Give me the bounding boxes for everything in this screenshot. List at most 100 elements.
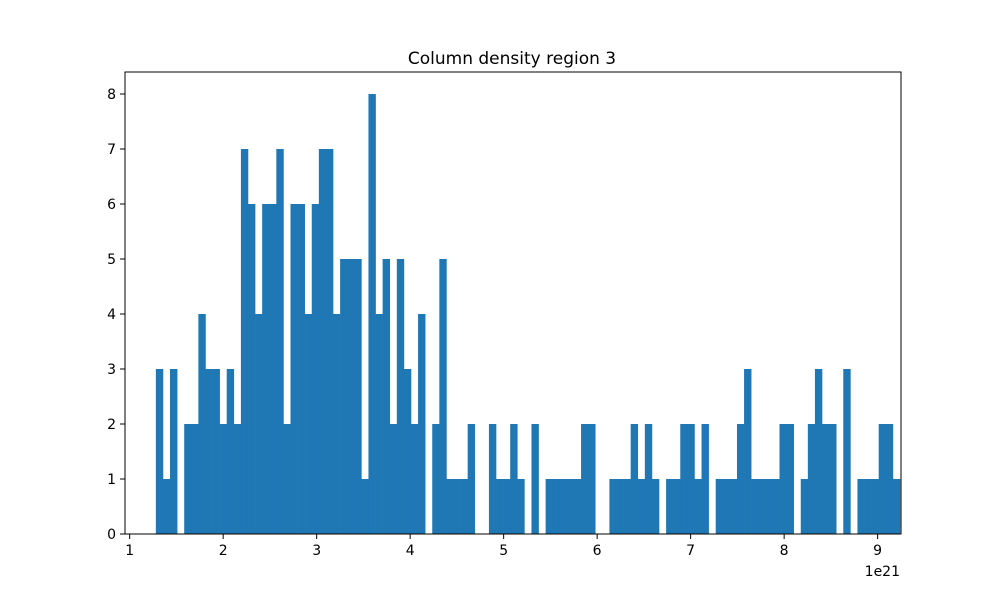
histogram-bar [566,479,575,534]
histogram-bar [559,479,568,534]
histogram-bar [418,314,426,534]
histogram-bar [368,94,376,534]
histogram-bar [212,369,220,534]
y-tick-label: 3 [107,362,116,378]
y-tick-label: 7 [107,142,116,158]
y-axis: 0 1 2 3 4 5 6 7 8 [107,87,125,543]
histogram-bar [857,479,865,534]
histogram-bar [453,479,461,534]
histogram-bar [347,259,355,534]
x-axis: 1 2 3 4 5 6 7 8 9 [125,534,882,559]
y-tick-label: 1 [107,472,116,488]
x-tick-label: 7 [686,543,695,559]
histogram-bar [666,479,674,534]
histogram-bar [864,479,872,534]
x-tick-label: 3 [312,543,321,559]
x-tick-label: 1 [125,543,134,559]
histogram-bar [162,479,171,534]
histogram-bar [722,479,731,534]
histogram-bar [375,314,383,534]
histogram-bar [673,479,681,534]
histogram-bar [240,149,249,534]
histogram-bar [488,424,497,534]
histogram-bar [651,479,660,534]
histogram-bar [772,479,780,534]
histogram-bar [155,369,164,534]
histogram-bar [765,479,773,534]
histogram-bar [247,204,256,534]
y-tick-label: 2 [107,417,116,433]
histogram-bar [333,314,341,534]
histogram-bar [184,424,192,534]
histogram-bar [552,479,561,534]
x-tick-label: 4 [406,543,415,559]
histogram-bar [318,149,327,534]
histogram-bar [871,479,880,534]
chart-title: Column density region 3 [408,49,616,69]
histogram-bar [198,314,206,534]
histogram-bar [262,204,270,534]
histogram-bar [531,424,539,534]
histogram-bar [573,479,582,534]
histogram-bar [170,369,178,534]
histogram-bar [290,204,298,534]
histogram-bar [439,259,447,534]
histogram-bar [545,479,554,534]
histogram-bar [581,424,589,534]
y-tick-label: 0 [107,527,116,543]
histogram-bar [191,424,199,534]
histogram-bar [269,204,277,534]
histogram-bar [829,424,837,534]
histogram-bar [226,369,235,534]
histogram-bar [729,479,738,534]
histogram-bar [354,259,362,534]
histogram-bar [219,424,228,534]
bars-layer [155,94,901,534]
histogram-bar [396,259,405,534]
histogram-bar [623,479,631,534]
y-tick-label: 5 [107,252,116,268]
histogram-bar [758,479,766,534]
y-tick-label: 8 [107,87,116,103]
histogram-bar [304,314,313,534]
histogram-bar [503,479,511,534]
histogram-bar [588,424,596,534]
y-tick-label: 6 [107,197,116,213]
histogram-bar [687,424,695,534]
x-offset-label: 1e21 [865,564,900,580]
x-tick-label: 5 [499,543,508,559]
histogram-bar [822,424,830,534]
histogram-bar [389,424,398,534]
histogram-bar [807,424,816,534]
histogram-bar [467,424,476,534]
histogram-bar [403,369,412,534]
x-tick-label: 2 [219,543,228,559]
histogram-bar [637,479,646,534]
histogram-bar [255,314,263,534]
histogram-bar [340,259,348,534]
histogram-bar [460,479,468,534]
histogram-bar [701,424,709,534]
x-tick-label: 8 [780,543,789,559]
histogram-bar [233,424,242,534]
x-tick-label: 9 [873,543,882,559]
histogram-bar [736,424,745,534]
histogram-bar [885,424,894,534]
histogram-bar [715,479,724,534]
histogram-bar [814,369,823,534]
histogram-bar [751,479,759,534]
histogram-bar [616,479,624,534]
histogram-bar [361,479,369,534]
histogram-bar [694,479,702,534]
histogram-bar [276,149,284,534]
histogram-bar [680,424,688,534]
histogram-bar [744,369,752,534]
histogram-bar [297,204,305,534]
histogram-bar [892,479,901,534]
histogram-bar [644,424,653,534]
histogram-bar [779,424,787,534]
histogram-bar [496,479,504,534]
plot-frame [124,71,902,535]
histogram-bar [630,424,639,534]
